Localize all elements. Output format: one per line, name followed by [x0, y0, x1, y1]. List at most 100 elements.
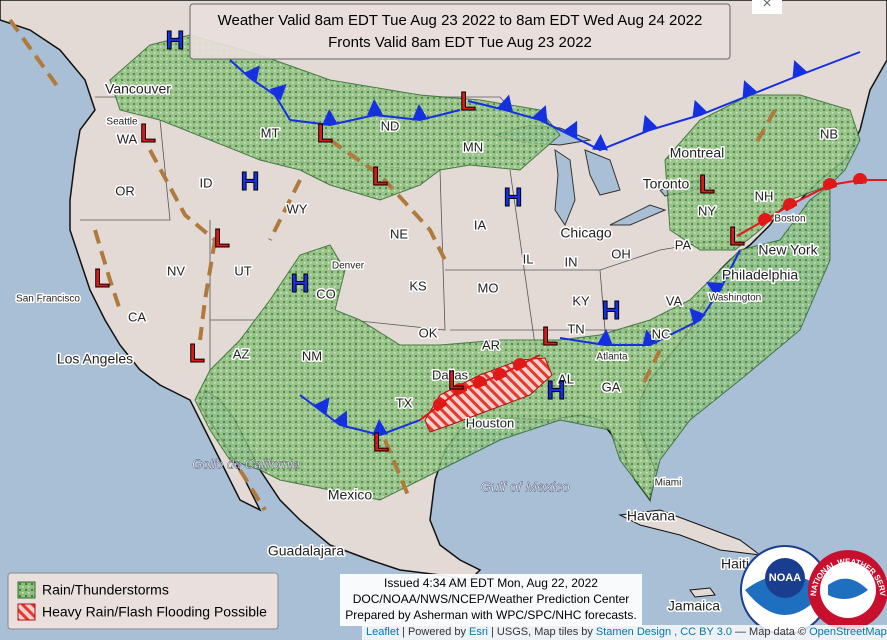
high-pressure: H [166, 25, 185, 55]
state-label: ID [200, 175, 213, 190]
place-label: Los Angeles [57, 351, 133, 367]
noaa-center [765, 558, 805, 598]
attribution: Leaflet | Powered by Esri | USGS, Map tiles… [362, 625, 887, 640]
state-label: MT [261, 125, 280, 140]
state-label: TN [567, 321, 584, 336]
place-label: Jamaica [668, 598, 720, 614]
low-pressure: L [373, 427, 389, 457]
fronts [229, 51, 887, 437]
issued-line: Prepared by Asherman with WPC/SPC/NHC fo… [345, 608, 636, 622]
place-label: Washington [709, 293, 761, 304]
high-pressure: H [602, 295, 621, 325]
low-pressure: L [317, 118, 333, 148]
close-box[interactable] [752, 0, 782, 14]
low-pressure: L [140, 118, 156, 148]
place-label: Denver [332, 261, 365, 272]
place-label: Philadelphia [722, 267, 798, 283]
high-pressure: H [241, 166, 260, 196]
place-label: Boston [774, 214, 805, 225]
place-label: Golfo de California [192, 456, 300, 471]
title-line: Fronts Valid 8am EDT Tue Aug 23 2022 [328, 34, 592, 51]
title-line: Weather Valid 8am EDT Tue Aug 23 2022 to… [218, 12, 703, 29]
place-label: Vancouver [105, 81, 171, 97]
state-label: PA [675, 237, 692, 252]
attribution-link[interactable]: Stamen Design [595, 626, 672, 638]
attribution-link[interactable]: OpenStreetMap [809, 626, 887, 638]
state-label: MN [463, 139, 483, 154]
title-box [189, 3, 731, 60]
low-pressure: L [372, 161, 388, 191]
place-label: Montreal [670, 145, 724, 161]
state-label: UT [234, 263, 251, 278]
close-button[interactable]: × [762, 0, 771, 12]
state-label: IL [523, 251, 534, 266]
state-label: IA [474, 217, 487, 232]
state-label: IN [565, 254, 578, 269]
low-pressure: L [729, 221, 745, 251]
low-pressure: L [460, 86, 476, 116]
state-label: AZ [233, 346, 250, 361]
low-pressure: L [94, 263, 110, 293]
place-label: Houston [466, 415, 514, 430]
place-label: Guadalajara [268, 543, 344, 559]
place-label: San Francisco [16, 294, 80, 305]
state-label: CO [316, 286, 336, 301]
place-label: Mexico [328, 487, 373, 503]
attribution-text: | USGS, Map tiles by [491, 626, 593, 638]
state-label: KS [409, 278, 427, 293]
nws-storm [828, 578, 868, 599]
place-label: Atlanta [596, 352, 628, 363]
attribution-link[interactable]: Esri [469, 626, 488, 638]
state-label: CA [128, 309, 146, 324]
state-label: OH [611, 246, 631, 261]
issued-box [340, 574, 642, 626]
place-label: Miami [655, 478, 682, 489]
troughs [8, 18, 777, 512]
state-label: NH [755, 188, 774, 203]
low-pressure: L [448, 365, 464, 395]
place-label: New York [758, 242, 818, 258]
attribution-text: | Powered by [402, 626, 467, 638]
low-pressure: L [189, 338, 205, 368]
place-label: Haiti [721, 556, 749, 572]
state-label: VA [666, 293, 683, 308]
legend-label: Heavy Rain/Flash Flooding Possible [42, 604, 267, 620]
place-label: Seattle [106, 117, 138, 128]
state-label: OR [115, 183, 135, 198]
state-label: MO [478, 280, 499, 295]
high-pressure: H [547, 375, 566, 405]
jamaica [689, 587, 716, 598]
high-pressure: H [504, 182, 523, 212]
state-label: NB [820, 126, 838, 141]
low-pressure: L [214, 223, 230, 253]
state-label: AL [558, 371, 574, 386]
noaa-text: NOAA [769, 572, 801, 584]
legend-box [7, 572, 279, 630]
attribution-link[interactable]: Leaflet [366, 626, 400, 638]
low-pressure: L [699, 169, 715, 199]
state-label: GA [602, 379, 621, 394]
attribution-text: — Map data © [735, 626, 807, 638]
state-label: KY [572, 293, 590, 308]
issued-line: DOC/NOAA/NWS/NCEP/Weather Prediction Cen… [353, 592, 630, 606]
issued-line: Issued 4:34 AM EDT Mon, Aug 22, 2022 [384, 576, 598, 590]
state-label: ND [381, 118, 400, 133]
state-label: NE [390, 226, 408, 241]
place-label: Toronto [643, 176, 690, 192]
state-label: NV [167, 263, 185, 278]
state-label: NM [302, 348, 322, 363]
attribution-link[interactable]: , CC BY 3.0 [674, 626, 732, 638]
legend-swatch [17, 581, 36, 599]
state-label: WA [117, 131, 138, 146]
legend-label: Rain/Thunderstorms [42, 582, 169, 598]
state-label: OK [419, 325, 438, 340]
legend-swatch [17, 603, 36, 621]
low-pressure: L [542, 321, 558, 351]
place-label: Gulf of Mexico [480, 479, 570, 495]
state-label: TX [396, 395, 413, 410]
place-label: Dallas [432, 367, 469, 382]
place-label: Chicago [560, 225, 612, 241]
high-pressure: H [291, 268, 310, 298]
place-label: Havana [627, 508, 675, 524]
